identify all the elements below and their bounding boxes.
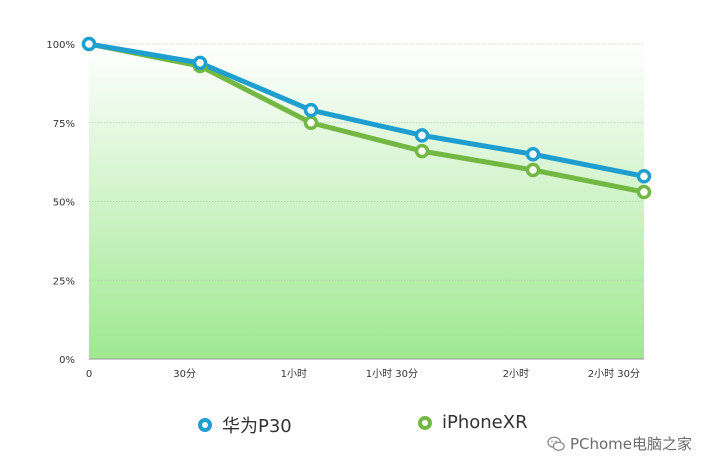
y-tick-label: 100% (46, 40, 75, 51)
watermark-text: PChome电脑之家 (569, 435, 692, 453)
y-tick-label: 25% (53, 276, 75, 287)
x-tick-label: 2小时 (503, 368, 529, 380)
data-point (303, 102, 319, 118)
data-point (636, 184, 652, 200)
data-point (525, 147, 541, 162)
series-lines (81, 36, 652, 200)
legend-item-iphonexr: iPhoneXR (418, 412, 528, 433)
data-point (192, 55, 208, 71)
x-tick-label: 30分 (173, 368, 196, 380)
legend-marker-icon (418, 415, 432, 430)
x-tick-label: 1小时 (281, 368, 307, 380)
x-tick-label: 0 (86, 369, 92, 380)
y-tick-label: 50% (53, 198, 75, 209)
y-axis-ticks: 0% 25% 50% 75% 100% (46, 40, 75, 366)
legend-label: iPhoneXR (442, 412, 528, 433)
wechat-icon (547, 436, 565, 451)
data-point (303, 115, 319, 130)
data-point (414, 143, 430, 159)
x-axis-ticks: 0 30分 1小时 1小时 30分 2小时 2小时 30分 (86, 368, 640, 380)
x-tick-label: 1小时 30分 (366, 368, 418, 380)
data-point (525, 162, 541, 178)
data-point (414, 128, 430, 143)
y-tick-label: 75% (53, 119, 75, 130)
legend-item-huawei-p30: 华为P30 (198, 412, 292, 438)
legend-marker-icon (198, 418, 212, 432)
y-tick-label: 0% (59, 355, 75, 366)
watermark: PChome电脑之家 (547, 433, 692, 454)
series-line (88, 41, 645, 195)
x-tick-label: 2小时 30分 (588, 368, 640, 380)
data-point (81, 36, 97, 52)
data-point (636, 169, 652, 184)
series-line (88, 41, 645, 179)
line-chart: 0% 25% 50% 75% 100% 0 30分 1小时 1小时 30分 2小时 2小时 30分 (46, 36, 652, 380)
legend-label: 华为P30 (222, 416, 292, 437)
